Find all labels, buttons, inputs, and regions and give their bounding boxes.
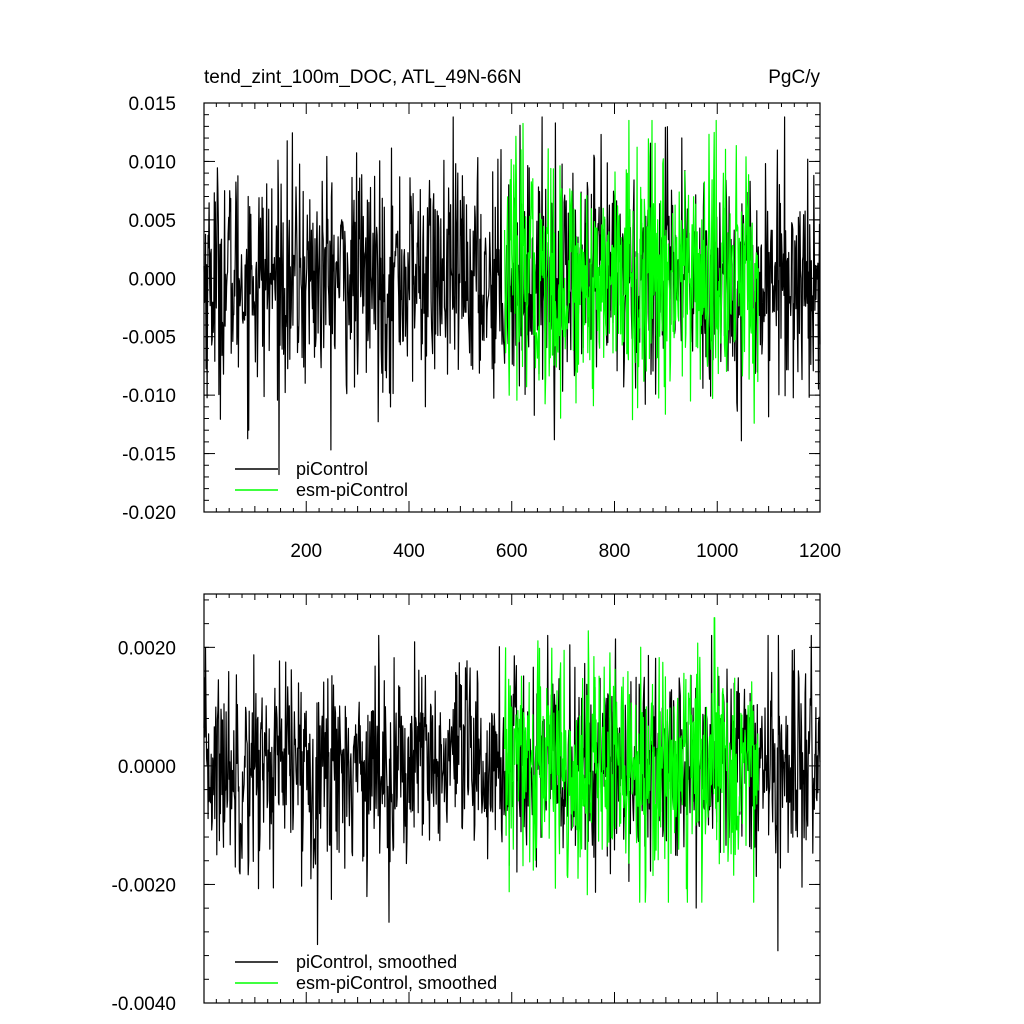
x-tick-label: 800 (599, 541, 631, 562)
plot-frame-top (203, 102, 821, 513)
y-tick-label: -0.0040 (112, 994, 176, 1015)
y-tick-label: 0.005 (128, 211, 176, 232)
y-tick-label: -0.015 (122, 445, 176, 466)
plot-frame-bottom (203, 593, 821, 1004)
y-tick-label: -0.005 (122, 328, 176, 349)
y-tick-label: 0.010 (128, 152, 176, 173)
units-label: PgC/y (768, 67, 820, 88)
y-tick-label: 0.0000 (118, 757, 176, 778)
series-line-esm-picontrol-smoothed (504, 617, 759, 903)
x-tick-label: 600 (496, 541, 528, 562)
x-tick-label: 200 (290, 541, 322, 562)
legend-label-picontrol-smoothed: piControl, smoothed (296, 952, 457, 972)
legend-label-picontrol: piControl (296, 459, 368, 479)
y-tick-label: -0.020 (122, 503, 176, 524)
legend-label-esm-picontrol-smoothed: esm-piControl, smoothed (296, 973, 497, 993)
legend-top: piControl esm-piControl (235, 459, 408, 500)
panel-top: tend_zint_100m_DOC, ATL_49N-66N PgC/y 20… (122, 67, 841, 562)
y-tick-label: 0.0020 (118, 638, 176, 659)
x-tick-label: 1000 (696, 541, 738, 562)
x-tick-label: 1200 (799, 541, 841, 562)
y-tick-label: -0.0020 (112, 875, 176, 896)
y-tick-label: 0.000 (128, 269, 176, 290)
chart-title: tend_zint_100m_DOC, ATL_49N-66N (204, 67, 522, 88)
series-line-esm-picontrol (504, 119, 759, 424)
x-tick-label: 400 (393, 541, 425, 562)
y-tick-label: 0.015 (128, 94, 176, 115)
panel-bottom: 0.0020 0.0000 -0.0020 -0.0040 piControl, sm… (112, 593, 821, 1015)
y-tick-label: -0.010 (122, 386, 176, 407)
legend-bottom: piControl, smoothed esm-piControl, smoot… (235, 952, 497, 993)
legend-label-esm-picontrol: esm-piControl (296, 480, 408, 500)
